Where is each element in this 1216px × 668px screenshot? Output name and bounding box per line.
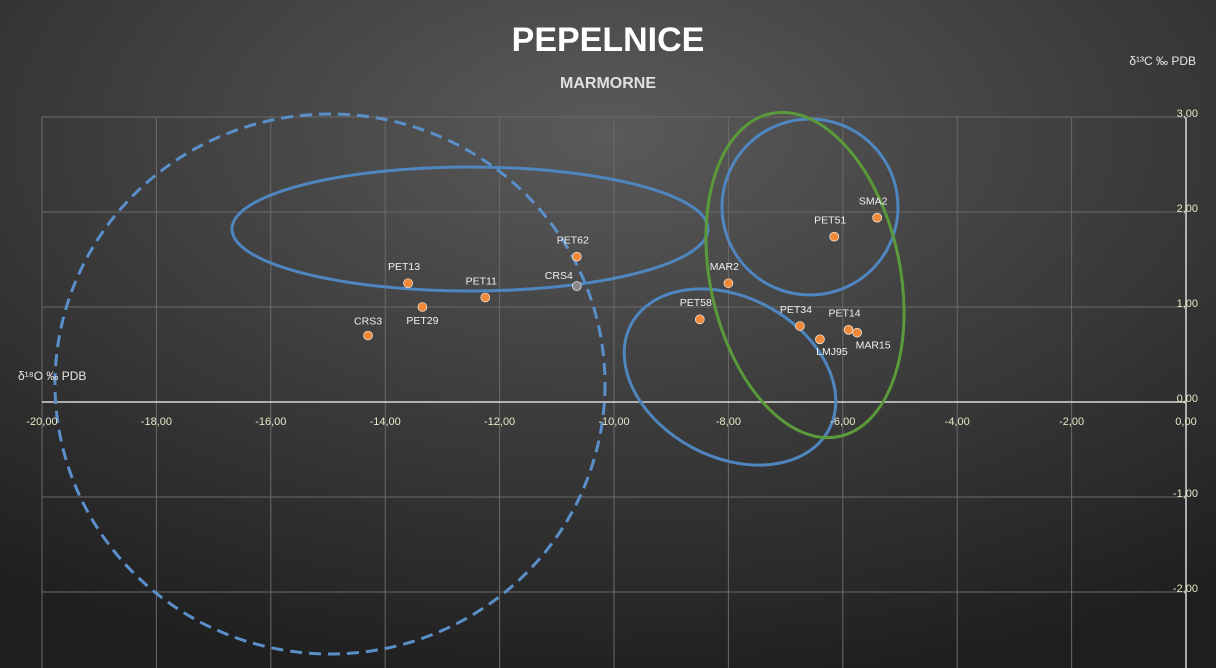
point xyxy=(829,231,840,242)
point xyxy=(815,334,825,345)
y-tick-label: 2,00 xyxy=(1177,203,1198,215)
point xyxy=(852,327,862,338)
point xyxy=(843,324,854,335)
point-label: PET34 xyxy=(780,304,812,316)
point-label: MAR2 xyxy=(710,261,739,273)
point-label: PET29 xyxy=(406,315,438,327)
x-tick-label: -18,00 xyxy=(141,416,172,428)
x-tick-label: -14,00 xyxy=(370,416,401,428)
x-tick-label: 0,00 xyxy=(1175,416,1196,428)
x-tick-label: -20,00 xyxy=(26,416,57,428)
x-tick-label: -16,00 xyxy=(255,416,286,428)
point xyxy=(363,330,373,341)
x-tick-label: -8,00 xyxy=(716,416,741,428)
y-tick-label: 3,00 xyxy=(1177,108,1198,120)
ellipse xyxy=(622,287,838,467)
point xyxy=(872,212,882,223)
y-axis-label: δ¹³C ‰ PDB xyxy=(1129,54,1196,68)
grid xyxy=(41,116,1187,668)
x-tick-label: -4,00 xyxy=(945,416,970,428)
point xyxy=(480,292,491,303)
point-label: PET62 xyxy=(557,234,589,246)
point xyxy=(795,321,805,331)
point xyxy=(572,251,582,262)
y-tick-label: 0,00 xyxy=(1177,393,1198,405)
x-axis-label: δ¹⁸O ‰ PDB xyxy=(18,369,86,383)
point xyxy=(417,302,428,312)
annotation-shapes xyxy=(53,110,906,656)
point-label: CRS3 xyxy=(354,315,382,327)
point-label: PET58 xyxy=(680,297,712,309)
point-label: PET14 xyxy=(828,308,860,320)
point-label: CRS4 xyxy=(545,270,573,282)
point xyxy=(572,281,582,291)
point-label: PET51 xyxy=(814,214,846,226)
ellipse xyxy=(704,110,906,440)
point-label: LMJ95 xyxy=(816,346,848,358)
y-tick-label: -2,00 xyxy=(1173,583,1198,595)
x-tick-label: -12,00 xyxy=(484,416,515,428)
chart-title: PEPELNICE xyxy=(512,21,705,59)
x-tick-label: -2,00 xyxy=(1059,416,1084,428)
y-tick-label: -1,00 xyxy=(1173,488,1198,500)
point-label: PET11 xyxy=(466,275,497,287)
x-tick-label: -6,00 xyxy=(830,416,855,428)
point xyxy=(403,278,413,289)
point xyxy=(694,314,705,325)
point-label: SMA2 xyxy=(859,195,888,207)
point-label: PET13 xyxy=(388,261,420,273)
ellipse xyxy=(230,165,710,293)
dashed-circle xyxy=(53,112,607,656)
x-tick-label: -10,00 xyxy=(598,416,629,428)
chart-subtitle: MARMORNE xyxy=(560,75,656,92)
point-label: MAR15 xyxy=(856,339,891,351)
point xyxy=(723,278,734,289)
y-tick-label: 1,00 xyxy=(1177,298,1198,310)
